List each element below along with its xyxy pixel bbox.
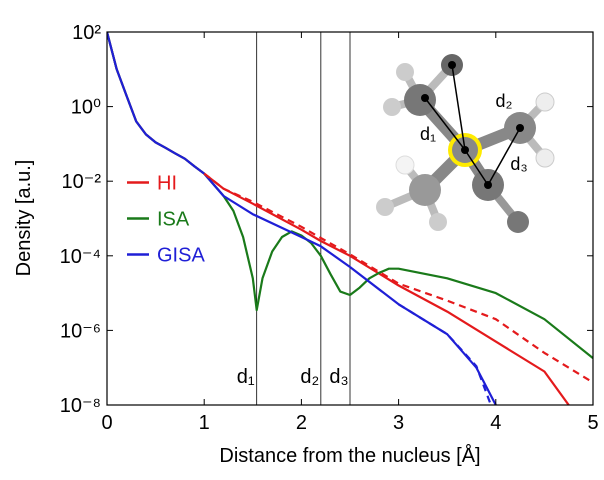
molecule-inset: d₁ d₂ d₃ [376, 54, 554, 233]
hydrogen-atom [396, 63, 414, 81]
legend-label: GISA [157, 245, 205, 267]
dashed-line [399, 304, 491, 405]
x-tick-label: 1 [199, 412, 210, 434]
y-tick-label: 10⁻⁶ [60, 320, 101, 342]
point [484, 181, 492, 189]
x-tick-label: 4 [490, 412, 501, 434]
chart: d₁ d₂ d₃ Distance from the nucleus [Å] D… [0, 0, 604, 475]
y-tick-label: 10⁰ [71, 97, 101, 119]
point [461, 146, 469, 154]
hydrogen-atom [536, 149, 554, 167]
carbon-atom [404, 84, 436, 116]
y-tick-label: 10⁻⁸ [60, 395, 101, 417]
legend-label: ISA [157, 209, 190, 231]
point [421, 94, 429, 102]
inset-label: d₂ [496, 91, 513, 111]
y-tick-label: 10⁻⁴ [60, 246, 101, 268]
x-tick-label: 5 [587, 412, 598, 434]
point [516, 124, 524, 132]
reference-label: d₃ [329, 366, 348, 388]
hydrogen-atom [536, 93, 554, 111]
inset-label: d₁ [420, 124, 436, 144]
x-axis-title: Distance from the nucleus [Å] [219, 444, 480, 467]
x-tick-label: 0 [101, 412, 112, 434]
hydrogen-atom [429, 213, 447, 231]
inset-label: d₃ [510, 154, 527, 174]
reference-label: d₂ [300, 366, 319, 388]
hydrogen-atom [396, 156, 414, 174]
carbon-atom [409, 174, 441, 206]
reference-label: d₁ [237, 366, 255, 388]
hydrogen-atom [383, 98, 401, 116]
y-tick-label: 10⁻² [62, 171, 102, 193]
point [448, 61, 456, 69]
legend-label: HI [157, 173, 177, 195]
x-tick-label: 3 [393, 412, 404, 434]
x-tick-label: 2 [296, 412, 307, 434]
y-axis-title: Density [a.u.] [13, 160, 35, 277]
hydrogen-atom [376, 198, 394, 216]
y-tick-label: 10² [72, 22, 101, 44]
carbon-atom [507, 211, 529, 233]
